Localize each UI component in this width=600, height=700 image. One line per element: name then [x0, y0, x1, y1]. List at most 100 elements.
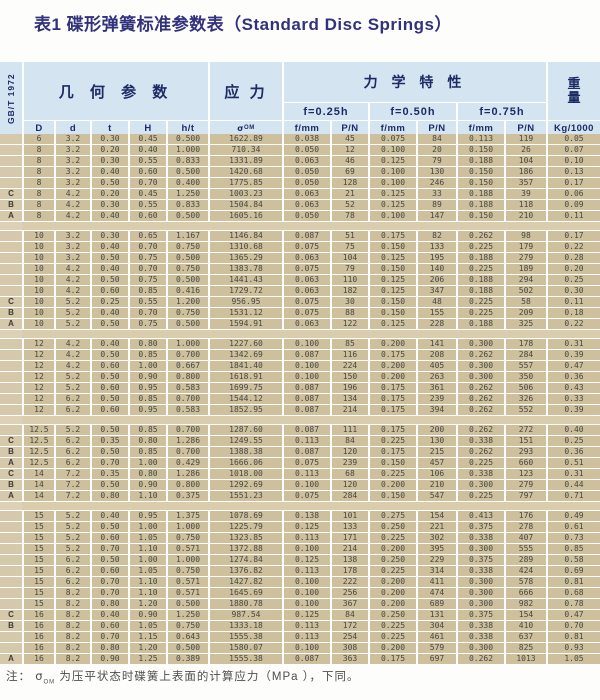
group-letter-cell [0, 339, 22, 349]
cell: 0.125 [370, 275, 416, 285]
table-row: 10 3.2 0.40 0.70 0.750 1310.68 0.075 75 0.150 133… [0, 242, 600, 252]
cell: 0.175 [370, 383, 416, 393]
cell: 0.500 [168, 643, 208, 653]
cell: 10 [24, 253, 54, 263]
cell: 0.413 [458, 511, 504, 521]
cell: 0.300 [458, 361, 504, 371]
cell: 4.2 [56, 189, 90, 199]
cell: 8 [24, 178, 54, 188]
cell: 189 [506, 264, 546, 274]
cell: 0.60 [92, 405, 128, 415]
cell: 0.68 [548, 588, 600, 598]
cell: 0.47 [548, 610, 600, 620]
cell: 0.36 [548, 447, 600, 457]
cell: 8.2 [56, 643, 90, 653]
cell: 0.90 [130, 372, 166, 382]
cell: 0.175 [370, 425, 416, 435]
cell: 20 [418, 145, 456, 155]
cell: 5.2 [56, 522, 90, 532]
cell: 131 [418, 610, 456, 620]
table-row: A 16 8.2 0.90 1.25 0.389 1555.38 0.087 363 0.175 6… [0, 654, 600, 664]
cell: 195 [418, 253, 456, 263]
group-letter-cell: C [0, 189, 22, 199]
cell: 0.50 [92, 394, 128, 404]
cell: 0.100 [284, 643, 330, 653]
cell: 1013 [506, 654, 546, 664]
cell: 0.200 [370, 577, 416, 587]
cell: 0.800 [168, 480, 208, 490]
cell: 0.07 [548, 145, 600, 155]
table-row: 12 6.2 0.50 0.85 0.700 1544.12 0.087 134 0.175 23… [0, 394, 600, 404]
cell: 1383.78 [210, 264, 282, 274]
cell: 0.113 [284, 469, 330, 479]
group-letter-cell: B [0, 308, 22, 318]
cell: 0.087 [284, 394, 330, 404]
cell: 4.2 [56, 286, 90, 296]
cell: 0.50 [92, 447, 128, 457]
cell: 0.400 [168, 178, 208, 188]
cell: 0.70 [130, 308, 166, 318]
cell: 130 [418, 167, 456, 177]
cell: 1225.79 [210, 522, 282, 532]
cell: 0.100 [284, 339, 330, 349]
group-letter-cell: C [0, 469, 22, 479]
cell: 0.90 [92, 654, 128, 664]
cell: 15 [24, 566, 54, 576]
cell: 14 [24, 491, 54, 501]
cell: 0.750 [168, 621, 208, 631]
table-row: 15 6.2 0.50 1.00 1.000 1274.84 0.125 138 0.250 22… [0, 555, 600, 565]
cell: 5.2 [56, 308, 90, 318]
table-row: 15 8.2 0.70 1.10 0.571 1645.69 0.100 256 0.200 47… [0, 588, 600, 598]
cell: 0.60 [92, 621, 128, 631]
cell: 5.2 [56, 319, 90, 329]
cell: 0.500 [168, 253, 208, 263]
cell: 0.087 [284, 447, 330, 457]
cell: 176 [506, 511, 546, 521]
cell: 3.2 [56, 156, 90, 166]
cell: 0.50 [92, 480, 128, 490]
cell: 1618.91 [210, 372, 282, 382]
cell: 1852.95 [210, 405, 282, 415]
cell: 3.2 [56, 167, 90, 177]
cell: 1.10 [130, 491, 166, 501]
cell: 0.389 [168, 654, 208, 664]
cell: 3.2 [56, 178, 90, 188]
cell: 0.80 [92, 599, 128, 609]
table-row: B 14 7.2 0.50 0.90 0.800 1292.69 0.100 120 0.200 2… [0, 480, 600, 490]
cell: 0.60 [130, 167, 166, 177]
table-row: B 12.5 6.2 0.50 0.85 0.700 1388.38 0.087 120 0.17… [0, 447, 600, 457]
cell: 1.00 [130, 361, 166, 371]
cell: 0.80 [130, 436, 166, 446]
cell: 0.70 [130, 242, 166, 252]
cell: 1078.69 [210, 511, 282, 521]
cell: 111 [332, 425, 368, 435]
table-row: 10 3.2 0.30 0.65 1.167 1146.84 0.087 51 0.175 82 0… [0, 231, 600, 241]
cell: 0.80 [130, 339, 166, 349]
cell: 0.50 [92, 350, 128, 360]
cell: 1.000 [168, 339, 208, 349]
table-body: 6 3.2 0.30 0.45 0.500 1622.89 0.038 45 0.075 84 0.… [0, 134, 600, 665]
cell: 1.200 [168, 297, 208, 307]
cell: 4.2 [56, 361, 90, 371]
cell: 0.50 [92, 425, 128, 435]
table-row: 15 6.2 0.70 1.10 0.571 1427.82 0.100 222 0.200 41… [0, 577, 600, 587]
cell: 0.113 [284, 632, 330, 642]
cell: 0.100 [284, 577, 330, 587]
cell: 578 [506, 577, 546, 587]
cell: 0.063 [284, 253, 330, 263]
table-row: 15 8.2 0.80 1.20 0.500 1880.78 0.100 367 0.200 68… [0, 599, 600, 609]
cell: 0.100 [284, 599, 330, 609]
cell: 0.125 [284, 610, 330, 620]
cell: 0.60 [92, 383, 128, 393]
cell: 0.100 [284, 372, 330, 382]
cell: 987.54 [210, 610, 282, 620]
cell: 46 [332, 156, 368, 166]
cell: 12.5 [24, 425, 54, 435]
cell: 1274.84 [210, 555, 282, 565]
cell: 0.375 [458, 555, 504, 565]
cell: 0.70 [130, 264, 166, 274]
cell: 118 [506, 200, 546, 210]
cell: 214 [332, 544, 368, 554]
cell: 1729.72 [210, 286, 282, 296]
cell: 16 [24, 643, 54, 653]
